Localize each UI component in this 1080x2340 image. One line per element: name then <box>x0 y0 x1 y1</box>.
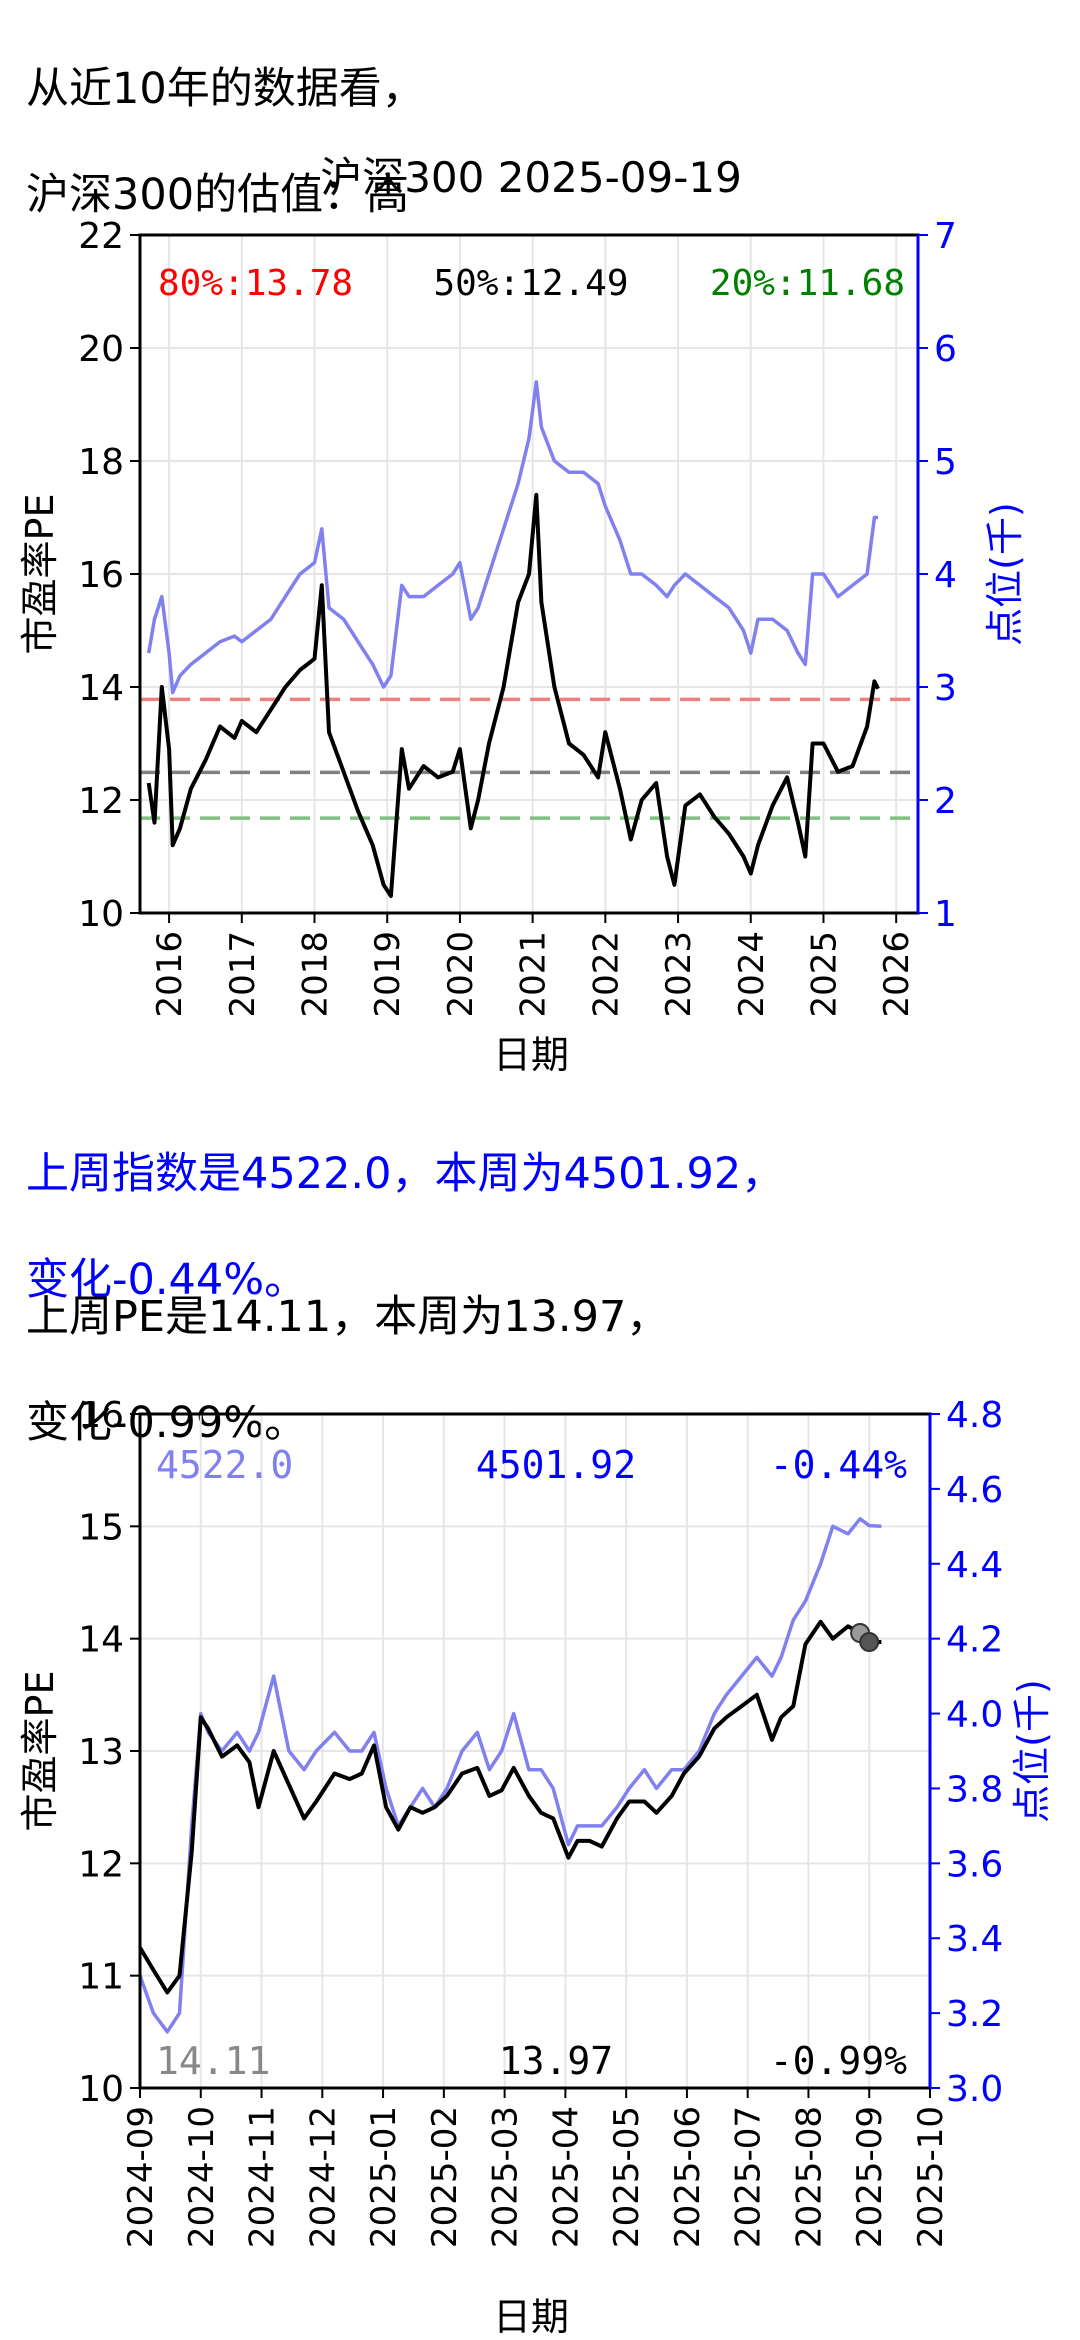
chart2-grid <box>139 1413 931 2089</box>
chart1-ticks: 2016 2017 2018 2019 2020 2021 2022 2023 2024 2025… <box>78 216 957 1018</box>
chart1-percentile-labels: 80%:13.78 50%:12.49 20%:11.68 <box>158 263 905 304</box>
x-tick-label: 2025-08 <box>789 2106 829 2248</box>
x-tick-label: 2022 <box>586 931 626 1018</box>
y-right-tick-label: 3.2 <box>946 1994 1003 2035</box>
x-tick-label: 2025-10 <box>911 2106 951 2248</box>
x-tick-label: 2025-09 <box>850 2106 890 2248</box>
x-tick-label: 2025-04 <box>546 2106 586 2248</box>
x-tick-label: 2026 <box>877 931 917 1018</box>
chart1-xlabel: 日期 <box>493 1033 569 1077</box>
y-tick-label: 14 <box>78 668 124 709</box>
y-right-tick-label: 2 <box>934 781 957 822</box>
y-tick-label: 16 <box>78 555 124 596</box>
x-tick-label: 2021 <box>514 931 554 1018</box>
y-tick-label: 15 <box>78 1507 124 1548</box>
y-right-tick-label: 5 <box>934 442 957 483</box>
x-tick-label: 2025-05 <box>607 2106 647 2248</box>
week-marker <box>859 1632 880 1653</box>
index-change-text: 上周指数是4522.0，本周为4501.92， 变化-0.44%。 <box>26 1095 784 1360</box>
top-value-label: 4522.0 <box>156 1443 293 1487</box>
pe-history-chart: 沪深300 2025-09-19 2016 2017 2018 2019 2020 202… <box>18 153 1027 1077</box>
x-tick-label: 2023 <box>659 931 699 1018</box>
percentile-label: 20%:11.68 <box>710 263 905 304</box>
bottom-value-label: 14.11 <box>156 2039 270 2083</box>
y-tick-label: 12 <box>78 1844 124 1885</box>
y-right-tick-label: 6 <box>934 329 957 370</box>
y-tick-label: 13 <box>78 1732 124 1773</box>
y-right-tick-label: 4.2 <box>946 1620 1003 1661</box>
y-tick-label: 14 <box>78 1620 124 1661</box>
x-tick-label: 2025-02 <box>425 2106 465 2248</box>
y-tick-label: 16 <box>78 1400 124 1436</box>
chart1-series <box>146 380 880 898</box>
bottom-value-label: 13.97 <box>499 2039 613 2083</box>
y-tick-label: 18 <box>78 442 124 483</box>
x-tick-label: 2024-09 <box>121 2106 161 2248</box>
top-value-label: -0.44% <box>770 1443 907 1487</box>
chart2-xlabel: 日期 <box>493 2295 569 2339</box>
index-series-line <box>146 380 878 695</box>
x-tick-label: 2025 <box>804 931 844 1018</box>
y-right-tick-label: 3.6 <box>946 1844 1003 1885</box>
percentile-label: 50%:12.49 <box>433 263 628 304</box>
y-tick-label: 22 <box>78 216 124 257</box>
x-tick-label: 2025-03 <box>486 2106 526 2248</box>
x-tick-label: 2024-12 <box>303 2106 343 2248</box>
y-right-tick-label: 3.8 <box>946 1769 1003 1810</box>
heading-line2: 沪深300的估值：高 <box>26 170 410 220</box>
pe-change-text: 上周PE是14.11，本周为13.97， 变化-0.99%。 <box>26 1238 669 1503</box>
x-tick-label: 2017 <box>223 931 263 1018</box>
y-tick-label: 10 <box>78 2069 124 2110</box>
y-right-tick-label: 3 <box>934 668 957 709</box>
chart1-title: 沪深300 2025-09-19 <box>320 153 742 202</box>
chart1-ylabel-right: 点位(千) <box>983 502 1027 646</box>
y-right-tick-label: 1 <box>934 894 957 935</box>
y-tick-label: 11 <box>78 1957 124 1998</box>
index-series-line <box>138 1517 882 2034</box>
y-tick-label: 12 <box>78 781 124 822</box>
y-right-tick-label: 4.4 <box>946 1545 1003 1586</box>
chart1-ylabel: 市盈率PE <box>18 494 62 655</box>
y-right-tick-label: 4.0 <box>946 1695 1003 1736</box>
bottom-value-label: -0.99% <box>770 2039 907 2083</box>
y-tick-label: 10 <box>78 894 124 935</box>
y-right-tick-label: 4.6 <box>946 1470 1003 1511</box>
x-tick-label: 2018 <box>296 931 336 1018</box>
x-tick-label: 2016 <box>150 931 190 1018</box>
y-right-tick-label: 7 <box>934 216 957 257</box>
x-tick-label: 2024-10 <box>182 2106 222 2248</box>
x-tick-label: 2020 <box>441 931 481 1018</box>
pe-series-line <box>138 1619 882 1995</box>
chart2-ticks: 2024-09 2024-10 2024-11 2024-12 2025-01 2025-… <box>78 1400 1003 2248</box>
chart1-percentile-lines <box>140 697 918 820</box>
y-right-tick-label: 3.0 <box>946 2069 1003 2110</box>
x-tick-label: 2024-11 <box>243 2106 283 2248</box>
pe-change-line2: 变化-0.99%。 <box>26 1398 308 1448</box>
heading: 从近10年的数据看， 沪深300的估值：高 <box>26 10 425 275</box>
heading-line1: 从近10年的数据看， <box>26 64 425 114</box>
chart2-ylabel-right: 点位(千) <box>1010 1679 1054 1823</box>
y-right-tick-label: 3.4 <box>946 1919 1003 1960</box>
x-tick-label: 2025-06 <box>668 2106 708 2248</box>
x-tick-label: 2025-07 <box>729 2106 769 2248</box>
pe-series-line <box>146 492 880 898</box>
index-change-line1: 上周指数是4522.0，本周为4501.92， <box>26 1149 785 1199</box>
pe-change-line1: 上周PE是14.11，本周为13.97， <box>26 1292 670 1342</box>
top-value-label: 4501.92 <box>476 1443 636 1487</box>
x-tick-label: 2024 <box>732 931 772 1018</box>
chart2-series <box>138 1517 882 2034</box>
chart2-ylabel: 市盈率PE <box>18 1671 62 1832</box>
percentile-label: 80%:13.78 <box>158 263 353 304</box>
index-change-line2: 变化-0.44%。 <box>26 1255 308 1305</box>
y-right-tick-label: 4 <box>934 555 957 596</box>
y-right-tick-label: 4.8 <box>946 1400 1003 1436</box>
recent-year-chart: 2024-09 2024-10 2024-11 2024-12 2025-01 2025-… <box>18 1400 1054 2339</box>
x-tick-label: 2025-01 <box>364 2106 404 2248</box>
chart2-value-labels: 4522.0 4501.92 -0.44% 14.11 13.97 -0.99% <box>156 1443 907 2083</box>
y-tick-label: 20 <box>78 329 124 370</box>
x-tick-label: 2019 <box>368 931 408 1018</box>
